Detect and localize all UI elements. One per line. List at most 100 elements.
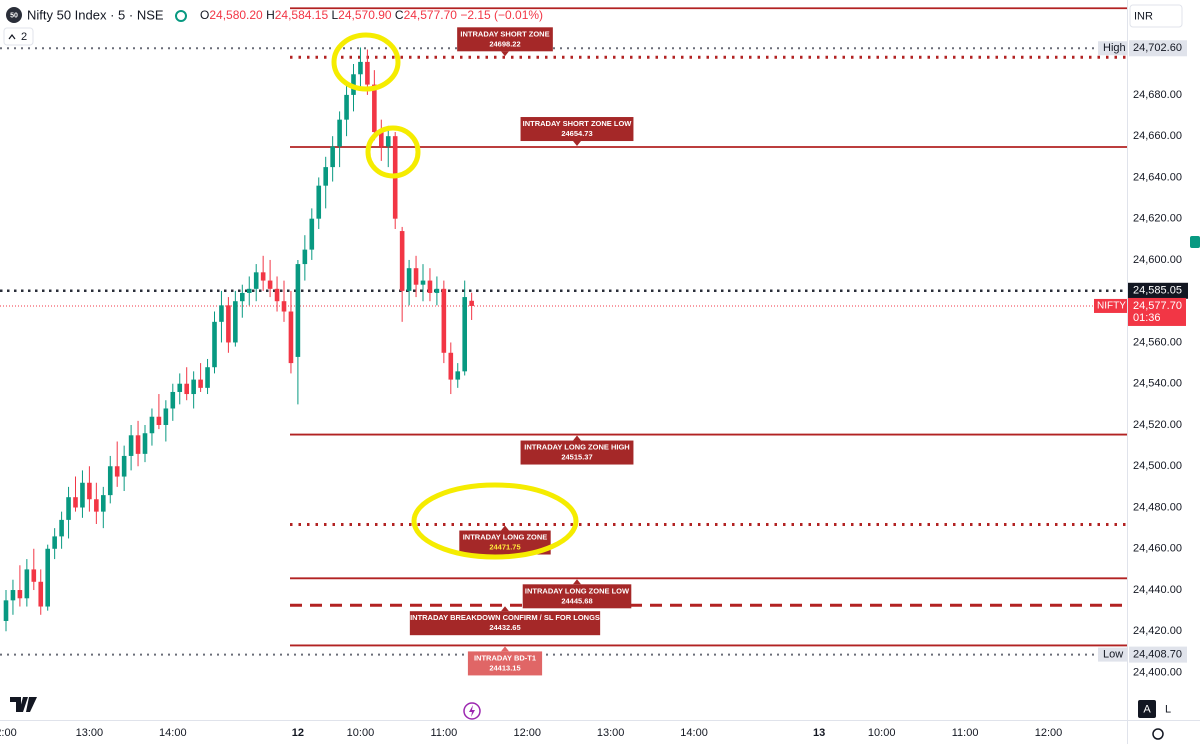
candle-body	[80, 482, 85, 508]
level-value: 24698.22	[489, 39, 520, 48]
candle-body	[52, 536, 57, 549]
candle-body	[191, 379, 196, 395]
level-label-pointer	[501, 606, 509, 612]
highlight-circle	[411, 482, 579, 560]
candle-body	[260, 272, 266, 281]
level-value: 24471.75	[489, 543, 520, 552]
candle-body	[302, 249, 308, 265]
candle-body	[469, 300, 474, 306]
collapse-button[interactable]	[3, 27, 34, 46]
y-tick-label: 24,660.00	[1133, 130, 1182, 142]
x-tick-label: 14:00	[680, 727, 708, 739]
replay-icon[interactable]	[463, 702, 481, 720]
price-label-box	[1129, 646, 1187, 663]
price-tag: Low	[1103, 649, 1123, 661]
currency-box[interactable]	[1129, 4, 1183, 28]
log-button-text[interactable]: L	[1165, 703, 1171, 715]
currency[interactable]: INR	[1134, 10, 1153, 22]
candle-body	[462, 297, 467, 372]
y-tick-label: 24,500.00	[1133, 460, 1182, 472]
level-name: INTRADAY LONG ZONE	[463, 533, 548, 542]
high-tag: H	[266, 8, 275, 22]
market-status[interactable]	[175, 10, 187, 22]
candle-body	[212, 321, 217, 368]
y-tick-label: 24,620.00	[1133, 213, 1182, 225]
tradingview-logo[interactable]	[10, 697, 37, 712]
symbol-tag: NIFTY	[1097, 301, 1126, 312]
candle-body	[10, 590, 16, 601]
y-tick-label: 24,420.00	[1133, 625, 1182, 637]
candle-body	[434, 288, 440, 293]
candle-body	[205, 367, 210, 388]
x-tick-label: 11:00	[952, 727, 979, 739]
x-tick-label: 13:00	[597, 727, 625, 739]
collapse-count[interactable]: 2	[21, 31, 27, 43]
level-name: INTRADAY LONG ZONE LOW	[525, 586, 630, 595]
candle-body	[309, 218, 315, 250]
x-tick-label: 13	[813, 727, 825, 739]
highlights	[331, 32, 579, 560]
level-name: INTRADAY BD-T1	[474, 653, 536, 662]
candle-body	[413, 268, 419, 285]
candle-body	[226, 305, 231, 343]
level-value: 24432.65	[489, 623, 520, 632]
level-value: 24445.68	[561, 596, 592, 605]
level-label-pointer	[501, 646, 509, 652]
y-tick-label: 24,600.00	[1133, 254, 1182, 266]
candle-body	[87, 482, 92, 500]
level-label-box	[409, 611, 601, 636]
candle-body	[399, 231, 405, 291]
x-tick-label: 10:00	[868, 727, 896, 739]
candle-body	[31, 569, 37, 582]
candle-body	[149, 416, 155, 434]
candle-body	[455, 371, 461, 380]
level-label-pointer	[501, 51, 509, 57]
candle-body	[379, 132, 384, 147]
close-value: 24,577.70	[404, 8, 458, 22]
candle-body	[240, 292, 245, 302]
candle-body	[358, 61, 363, 75]
level-label-box	[467, 651, 543, 676]
candle-body	[142, 433, 148, 454]
collapse-icon	[8, 34, 16, 40]
low-value: 24,570.90	[338, 8, 392, 22]
candle-body	[17, 590, 23, 599]
candle-body	[274, 288, 280, 302]
settings-icon[interactable]	[1152, 728, 1164, 740]
level-value: 24413.15	[489, 663, 520, 672]
candle-body	[441, 288, 447, 353]
candle-body	[330, 146, 335, 168]
candle-body	[406, 268, 412, 291]
candles	[3, 47, 474, 632]
candle-body	[198, 379, 203, 388]
level-value: 24515.37	[561, 453, 592, 462]
reference-label-box	[1128, 282, 1188, 299]
candle-body	[73, 497, 78, 508]
level-name: INTRADAY BREAKDOWN CONFIRM / SL FOR LONG…	[410, 613, 600, 622]
high-value: 24,584.15	[275, 8, 329, 22]
x-tick-label: 12:00	[1035, 727, 1063, 739]
auto-button-text[interactable]: A	[1143, 703, 1151, 715]
symbol-title[interactable]: Nifty 50 Index · 5 · NSE	[27, 7, 164, 22]
highlight-circle	[365, 125, 421, 179]
candle-body	[448, 352, 454, 380]
level-label-box	[457, 27, 553, 52]
level-label-box	[520, 440, 634, 465]
close-tag: C	[395, 8, 404, 22]
candle-body	[156, 416, 162, 425]
level-value: 24654.73	[561, 129, 592, 138]
candle-body	[3, 600, 9, 621]
candle-body	[163, 408, 169, 425]
auto-button[interactable]	[1138, 700, 1156, 718]
x-tick-label: 10:00	[347, 727, 375, 739]
price-tag-box	[1098, 41, 1127, 56]
symbol-logo-text: 50	[10, 12, 18, 19]
side-marker	[1190, 236, 1200, 248]
replay-bolt	[469, 705, 475, 717]
reference-label: 24,585.05	[1133, 285, 1182, 297]
candle-body	[94, 499, 99, 512]
x-tick-label: 14:00	[159, 727, 187, 739]
candle-body	[114, 466, 120, 477]
